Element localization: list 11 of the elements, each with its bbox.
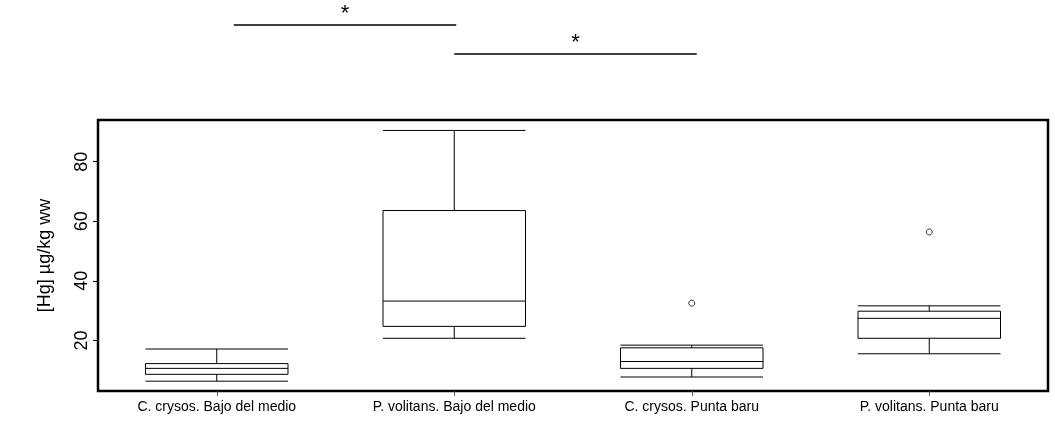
y-tick-label: 40: [71, 270, 91, 291]
text: *: [571, 28, 581, 54]
x-tick-label: P. volitans. Punta baru: [859, 398, 999, 414]
y-tick-label: 20: [71, 330, 91, 351]
y-tick-label: 60: [71, 211, 91, 232]
y-tick-label: 80: [71, 151, 91, 172]
x-tick-label: P. volitans. Bajo del medio: [372, 398, 537, 414]
x-tick-label: C. crysos. Bajo del medio: [137, 398, 297, 414]
x-tick-label: C. crysos. Punta baru: [624, 398, 760, 414]
text: *: [340, 0, 350, 25]
y-axis-title: [Hg] µg/kg ww: [34, 197, 54, 313]
